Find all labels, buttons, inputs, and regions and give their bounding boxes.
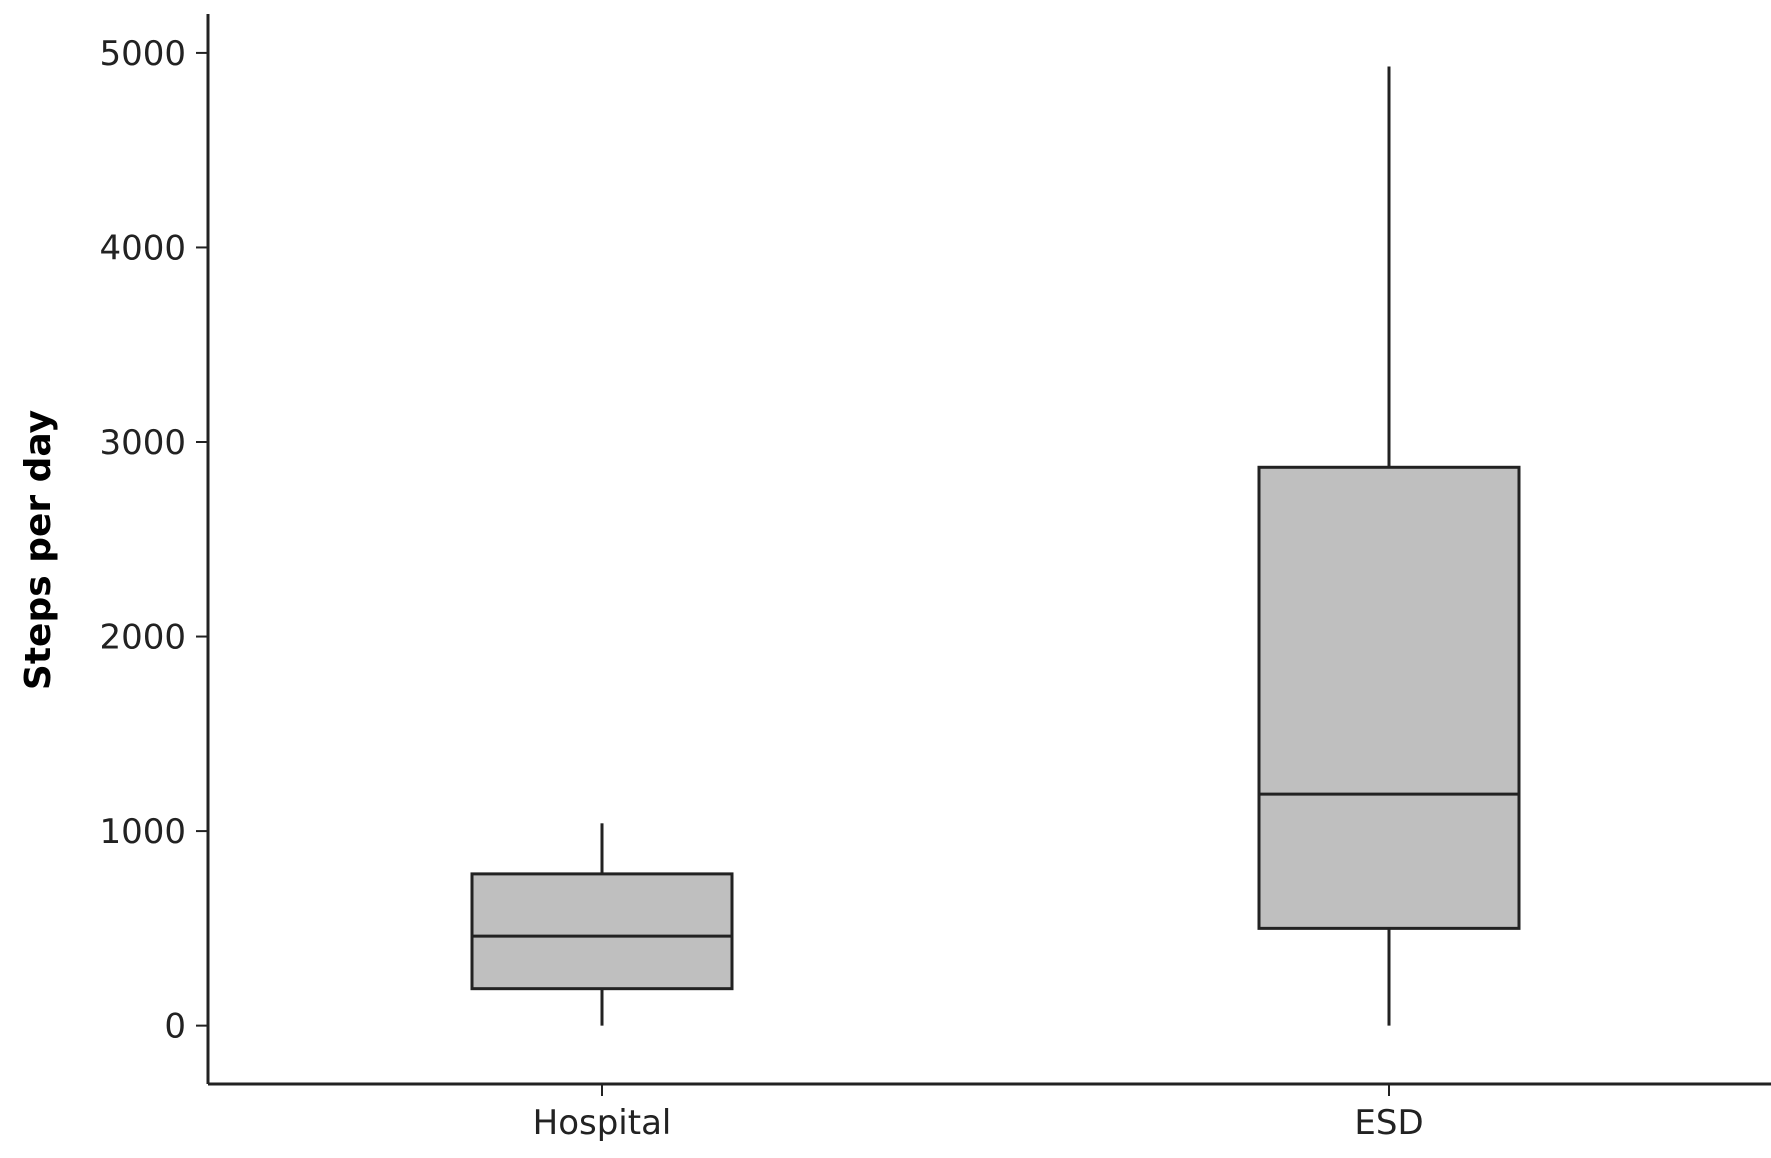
y-tick-label: 5000 <box>99 34 186 74</box>
axes: Steps per day <box>18 14 1771 1086</box>
x-ticks: Hospital ESD <box>533 1084 1424 1143</box>
y-tick-label: 1000 <box>99 812 186 852</box>
y-ticks: 0 1000 2000 3000 4000 5000 <box>99 34 208 1047</box>
box-iqr <box>1257 465 1521 930</box>
y-tick-label: 4000 <box>99 228 186 268</box>
boxes <box>470 66 1521 1026</box>
y-axis-title: Steps per day <box>18 410 59 690</box>
x-tick-label: Hospital <box>533 1103 672 1143</box>
y-tick-label: 3000 <box>99 423 186 463</box>
y-tick-label: 0 <box>164 1007 186 1047</box>
box-iqr <box>470 872 734 991</box>
y-tick-label: 2000 <box>99 618 186 658</box>
x-tick-label: ESD <box>1354 1103 1423 1143</box>
